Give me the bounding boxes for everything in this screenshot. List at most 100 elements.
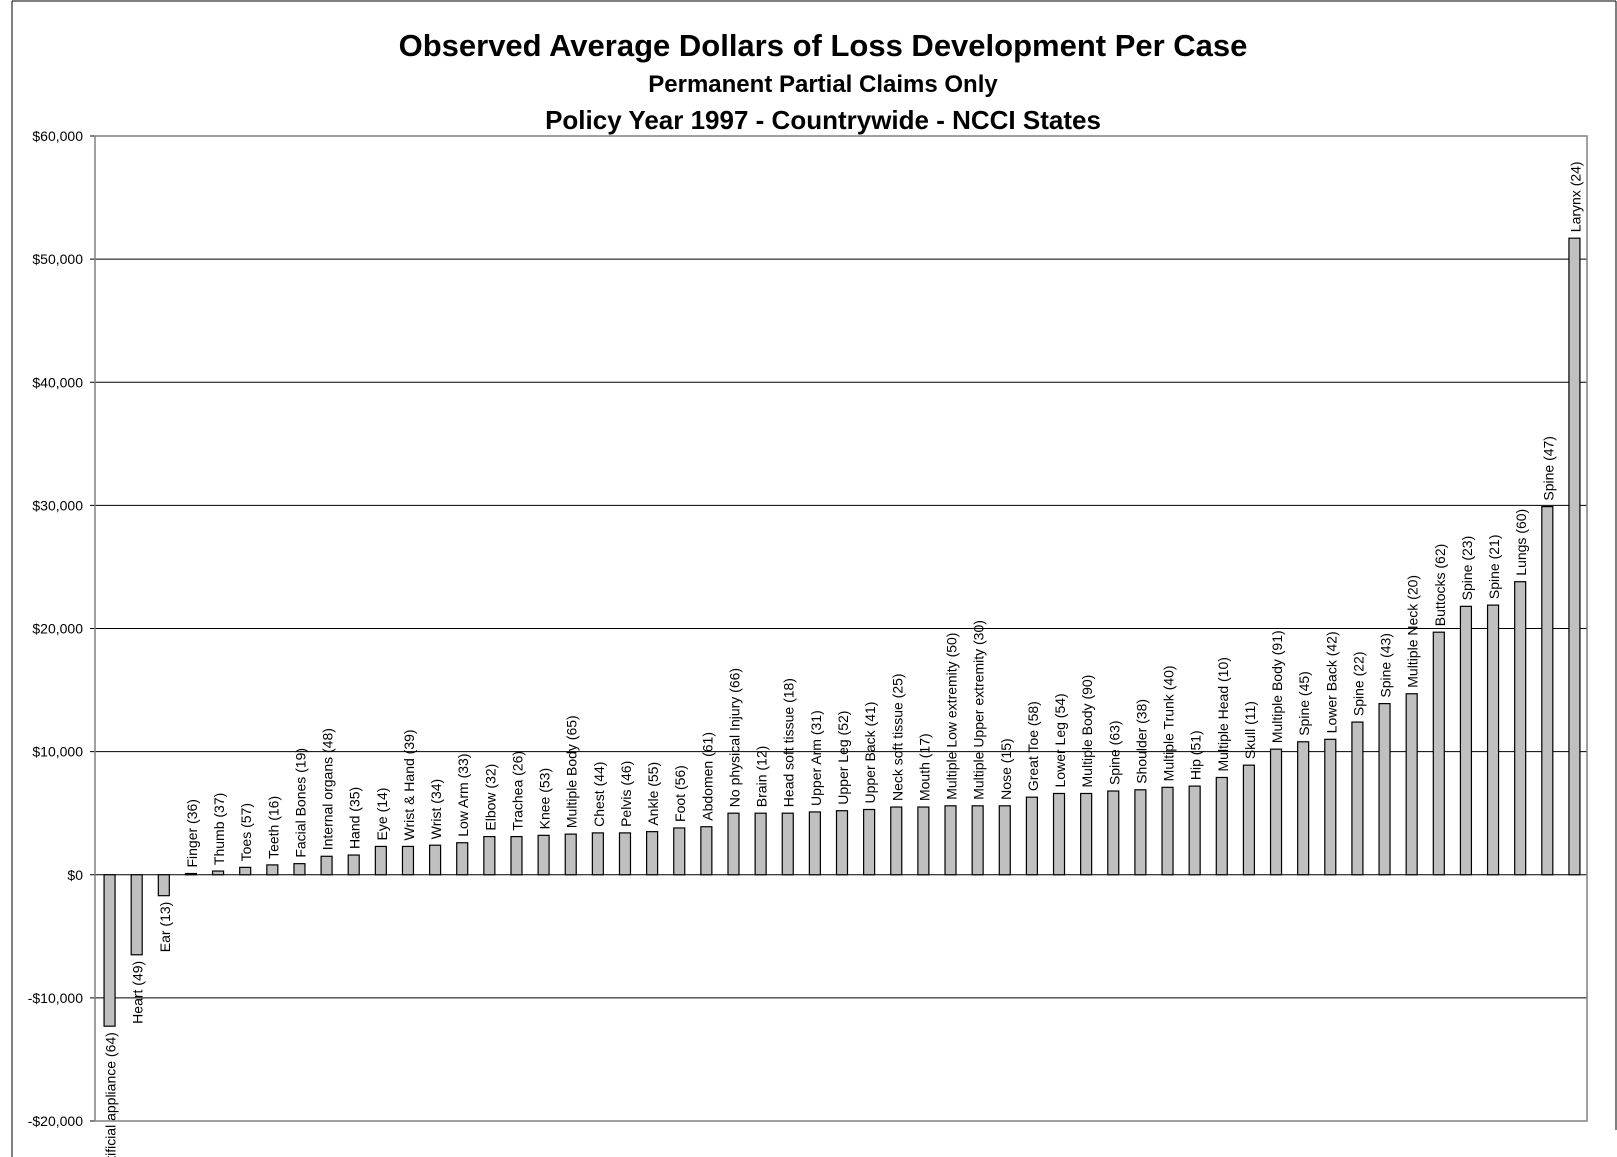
chart-subtitle-2: Policy Year 1997 - Countrywide - NCCI St… xyxy=(545,105,1101,135)
category-label: Multiple Upper extremity (30) xyxy=(971,620,987,800)
bar xyxy=(727,812,740,876)
gridlines xyxy=(95,258,1587,999)
category-label: Spine (45) xyxy=(1296,671,1312,736)
bar xyxy=(1324,738,1337,876)
bar xyxy=(835,810,849,876)
bar xyxy=(1378,703,1391,876)
category-label: Eye (14) xyxy=(374,788,390,841)
bar xyxy=(1432,631,1445,876)
bar xyxy=(1541,506,1554,876)
category-label: Spine (47) xyxy=(1540,436,1556,501)
y-tick-label: $40,000 xyxy=(32,374,83,390)
bar xyxy=(1242,764,1256,876)
category-label: Great Toe (58) xyxy=(1025,701,1041,791)
category-label: Buttocks (62) xyxy=(1432,544,1448,626)
bar xyxy=(374,845,387,876)
y-tick-label: -$10,000 xyxy=(28,990,83,1006)
bar xyxy=(456,842,469,876)
category-label: Wrist (34) xyxy=(428,779,444,839)
y-tick-label: -$20,000 xyxy=(28,1113,83,1129)
category-label: Spine (21) xyxy=(1486,535,1502,600)
category-label: Multiple Head (10) xyxy=(1215,657,1231,771)
category-label: Shoulder (38) xyxy=(1133,699,1149,784)
bar xyxy=(320,855,333,876)
bar xyxy=(157,874,170,897)
category-label: Heart (49) xyxy=(130,961,146,1024)
bar xyxy=(754,812,767,876)
bar xyxy=(1351,721,1364,876)
category-label: Low Arm (33) xyxy=(455,753,471,836)
category-label: Skull (11) xyxy=(1242,701,1258,759)
category-label: Finger (36) xyxy=(184,799,200,867)
category-label: Spine (22) xyxy=(1350,651,1366,716)
bar xyxy=(1107,790,1120,876)
category-label: Upper Arm (31) xyxy=(808,710,824,806)
category-label: Upper Back (41) xyxy=(862,702,878,804)
category-label: Neck soft tissue (25) xyxy=(889,673,905,801)
category-label: Foot (56) xyxy=(672,765,688,822)
category-label: Multiple Low extremity (50) xyxy=(944,633,960,800)
bar xyxy=(266,864,279,876)
y-tick-label: $10,000 xyxy=(32,744,83,760)
bar xyxy=(998,805,1011,876)
bar xyxy=(1161,786,1174,876)
bar xyxy=(944,805,957,876)
category-label: Larynx (24) xyxy=(1567,161,1583,232)
bar xyxy=(1188,785,1201,876)
category-label: Multiple Body (90) xyxy=(1079,675,1095,788)
category-label: Multiple Body (65) xyxy=(564,715,580,828)
bar xyxy=(1568,237,1581,876)
category-label: Multiple Trunk (40) xyxy=(1161,665,1177,781)
category-label: Internal organs (48) xyxy=(320,728,336,850)
y-tick-label: $20,000 xyxy=(32,621,83,637)
bar xyxy=(1297,741,1310,876)
bar xyxy=(591,832,604,876)
bar xyxy=(211,870,225,876)
bar xyxy=(700,826,713,876)
bar xyxy=(401,845,415,876)
bar xyxy=(239,866,252,876)
category-label: Ankle (55) xyxy=(645,762,661,826)
y-axis-ticks: $60,000 $50,000 $40,000 $30,000 $20,000 $10,0… xyxy=(28,128,95,1129)
bar xyxy=(1052,792,1066,876)
category-label: Lungs (60) xyxy=(1513,509,1529,576)
category-label: Wrist & Hand (39) xyxy=(401,729,417,840)
bar xyxy=(917,806,930,876)
bar xyxy=(1215,776,1228,876)
category-label: Mouth (17) xyxy=(916,733,932,801)
category-label: Artificial appliance (64) xyxy=(103,1032,119,1157)
category-label: Elbow (32) xyxy=(482,764,498,831)
category-label: Brain (12) xyxy=(754,746,770,807)
category-label: Upper Leg (52) xyxy=(835,711,851,805)
bar xyxy=(184,872,198,876)
plot-area-border xyxy=(94,135,1588,1122)
category-label: Hip (51) xyxy=(1188,730,1204,780)
bar xyxy=(1025,796,1038,876)
category-label: Abdomen (61) xyxy=(699,732,715,821)
category-label: Spine (63) xyxy=(1106,720,1122,785)
bar xyxy=(130,874,143,956)
category-label: Multiple Body (91) xyxy=(1269,630,1285,743)
bar xyxy=(510,835,523,876)
category-labels: Artificial appliance (64) Heart (49) Ear (… xyxy=(103,161,1584,1157)
category-label: No physical Injury (66) xyxy=(726,668,742,807)
bar xyxy=(971,805,984,876)
bar xyxy=(1459,605,1473,876)
category-label: Teeth (16) xyxy=(265,796,281,859)
category-label: Nose (15) xyxy=(998,738,1014,799)
bar xyxy=(564,833,577,876)
category-label: Toes (57) xyxy=(238,803,254,861)
category-label: Trachea (26) xyxy=(509,751,525,831)
bar xyxy=(646,831,659,876)
chart-subtitle: Permanent Partial Claims Only xyxy=(648,71,998,98)
bar xyxy=(673,827,686,876)
bar xyxy=(808,811,821,876)
category-label: Facial Bones (19) xyxy=(292,748,308,858)
bar xyxy=(537,834,550,876)
category-label: Multiple Neck (20) xyxy=(1405,575,1421,688)
category-label: Hand (35) xyxy=(347,787,363,849)
bar xyxy=(781,812,794,876)
chart-title: Observed Average Dollars of Loss Develop… xyxy=(399,28,1248,63)
